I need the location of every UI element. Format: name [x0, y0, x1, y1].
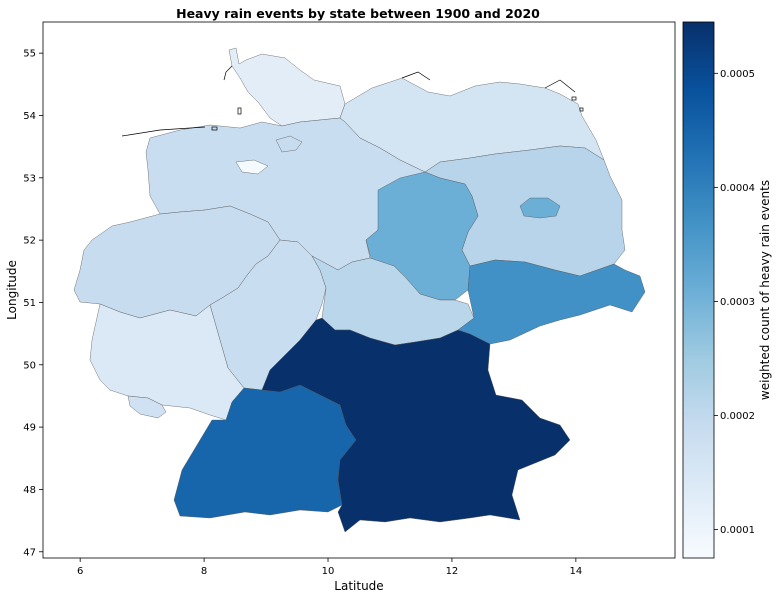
x-tick-label: 8 [201, 566, 207, 577]
x-tick-label: 6 [77, 566, 83, 577]
region-hamburg[interactable] [275, 135, 303, 153]
y-tick-label: 51 [23, 298, 36, 309]
colorbar-tick-label: 0.0005 [720, 69, 755, 80]
y-axis-ticks: 47 48 49 50 51 52 53 54 55 [23, 49, 43, 558]
region-berlin[interactable] [519, 197, 561, 219]
region-saarland[interactable] [127, 395, 167, 419]
y-tick-label: 48 [23, 485, 36, 496]
x-tick-label: 10 [322, 566, 335, 577]
region-rheinland-pfalz[interactable] [89, 303, 245, 421]
x-tick-label: 14 [569, 566, 582, 577]
state-regions [73, 47, 646, 533]
colorbar [682, 21, 715, 559]
colorbar-label: weighted count of heavy rain events [758, 180, 772, 400]
y-tick-label: 50 [23, 360, 36, 371]
colorbar-tick-label: 0.0002 [720, 411, 755, 422]
colorbar-ticks: 0.0001 0.0002 0.0003 0.0004 0.0005 [714, 69, 755, 536]
region-bremen[interactable] [235, 159, 269, 175]
colorbar-tick-label: 0.0001 [720, 525, 755, 536]
coastline-islands [121, 65, 584, 137]
chart-title: Heavy rain events by state between 1900 … [176, 6, 540, 21]
y-tick-label: 55 [23, 49, 36, 60]
colorbar-tick-label: 0.0004 [720, 183, 755, 194]
x-tick-label: 12 [446, 566, 459, 577]
region-bayern[interactable] [261, 317, 571, 533]
y-tick-label: 47 [23, 547, 36, 558]
x-axis-label: Latitude [334, 579, 383, 593]
x-axis-ticks: 6 8 10 12 14 [77, 558, 582, 577]
y-axis-label: Longitude [5, 260, 19, 320]
y-tick-label: 52 [23, 236, 36, 247]
colorbar-tick-label: 0.0003 [720, 297, 755, 308]
y-tick-label: 49 [23, 423, 36, 434]
y-tick-label: 53 [23, 173, 36, 184]
y-tick-label: 54 [23, 111, 36, 122]
